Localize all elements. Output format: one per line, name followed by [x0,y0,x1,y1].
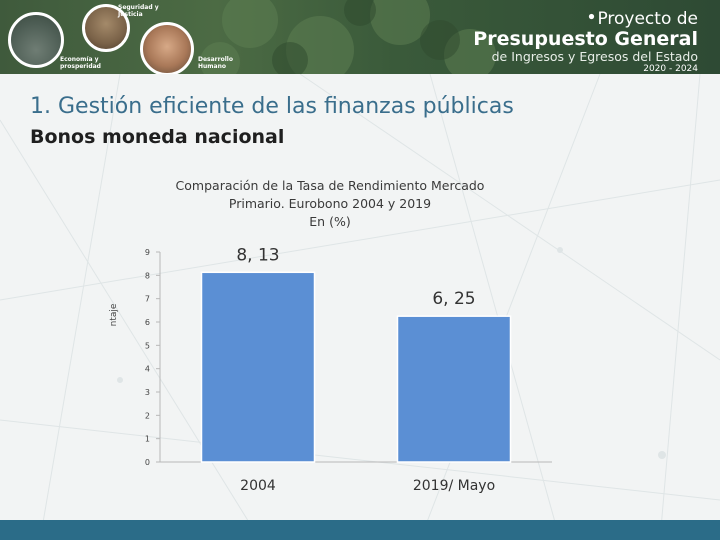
economy-label: Economía y prosperidad [60,56,101,70]
security-photo [82,4,130,52]
y-axis-label: ntaje [109,303,119,326]
chart-title-line-3: En (%) [309,214,351,229]
data-label: 8, 13 [236,245,279,265]
slide-title: 1. Gestión eficiente de las finanzas púb… [30,94,514,119]
x-category-label: 2019/ Mayo [413,478,495,494]
y-tick-label: 8 [145,271,150,280]
chart-title-line-2: Primario. Eurobono 2004 y 2019 [228,196,432,211]
chart-title: Comparación de la Tasa de Rendimiento Me… [130,177,530,231]
x-category-label: 2004 [240,478,276,494]
y-tick-label: 9 [145,248,150,257]
header-banner: Seguridad y Justicia Economía y prosperi… [0,0,720,74]
project-line-1: Proyecto de [597,9,698,29]
y-tick-label: 4 [145,365,150,374]
project-line-2: Presupuesto General [473,28,698,50]
y-tick-label: 6 [145,318,150,327]
economy-photo [8,12,64,68]
chart-title-line-1: Comparación de la Tasa de Rendimiento Me… [175,178,485,193]
project-line-3: de Ingresos y Egresos del Estado [491,49,698,64]
child-photo [140,22,194,74]
data-label: 6, 25 [432,289,475,309]
banner-texture [200,0,496,74]
development-label: Desarrollo Humano [198,56,233,70]
footer-bar [0,520,720,540]
project-line-4: 2020 - 2024 [643,64,698,74]
project-logo-icon [588,13,595,20]
y-tick-label: 5 [145,341,150,350]
security-label: Seguridad y Justicia [118,4,159,18]
y-tick-label: 2 [145,411,150,420]
y-tick-label: 1 [145,435,150,444]
slide-subtitle: Bonos moneda nacional [30,126,285,148]
y-tick-label: 7 [145,295,150,304]
project-title-block: Proyecto de Presupuesto General de Ingre… [473,9,698,75]
y-tick-label: 3 [145,388,150,397]
bar-2004 [200,271,316,463]
bar-2019 [396,315,512,463]
y-tick-label: 0 [145,458,150,467]
